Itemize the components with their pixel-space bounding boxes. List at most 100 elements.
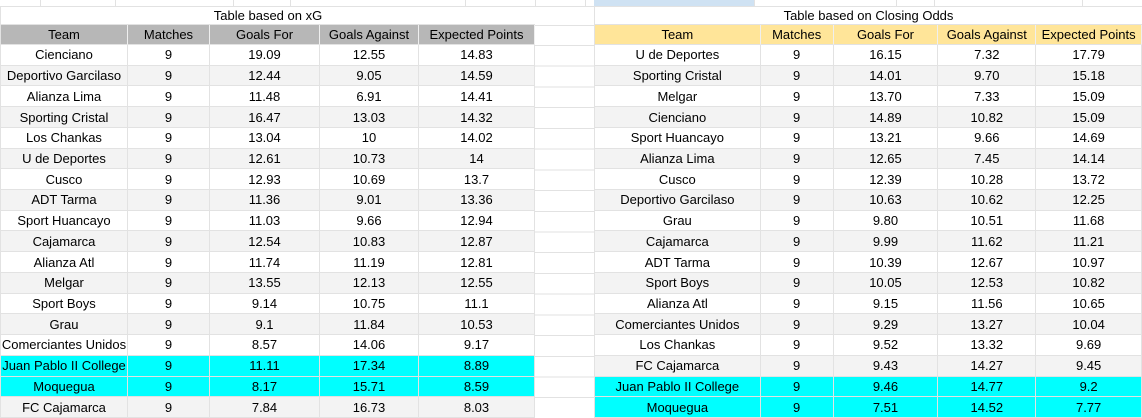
- cell-goals-for[interactable]: 14.89: [833, 107, 939, 128]
- cell-expected-points[interactable]: 14.59: [419, 65, 535, 87]
- cell-team[interactable]: Melgar: [595, 86, 761, 108]
- cell-matches[interactable]: 9: [128, 293, 210, 315]
- cell-team[interactable]: ADT Tarma: [1, 190, 128, 211]
- cell-goals-against[interactable]: 13.32: [938, 335, 1037, 356]
- cell-matches[interactable]: 9: [128, 355, 210, 377]
- cell-team[interactable]: Juan Pablo II College: [595, 376, 761, 398]
- cell-goals-against[interactable]: 11.19: [320, 252, 419, 273]
- cell-team[interactable]: Cusco: [1, 169, 128, 191]
- cell-matches[interactable]: 9: [128, 148, 210, 170]
- cell-goals-for[interactable]: 14.01: [833, 65, 939, 87]
- cell-team[interactable]: Alianza Atl: [1, 252, 128, 273]
- cell-goals-against[interactable]: 12.53: [938, 272, 1037, 294]
- cell-expected-points[interactable]: 11.21: [1036, 231, 1142, 253]
- cell-goals-against[interactable]: 9.01: [320, 190, 419, 211]
- cell-expected-points[interactable]: 15.18: [1036, 65, 1142, 87]
- cell-goals-against[interactable]: 7.33: [938, 86, 1037, 108]
- cell-matches[interactable]: 9: [760, 252, 834, 273]
- empty-spreadsheet-column[interactable]: [535, 25, 594, 418]
- column-header-goals-against[interactable]: Goals Against: [320, 25, 419, 45]
- cell-expected-points[interactable]: 8.03: [419, 397, 535, 418]
- cell-goals-against[interactable]: 16.73: [320, 397, 419, 418]
- cell-goals-against[interactable]: 9.66: [938, 127, 1037, 149]
- cell-team[interactable]: Deportivo Garcilaso: [595, 190, 761, 211]
- cell-goals-for[interactable]: 11.03: [210, 210, 320, 232]
- cell-goals-for[interactable]: 10.05: [833, 272, 939, 294]
- cell-expected-points[interactable]: 10.65: [1036, 293, 1142, 315]
- cell-goals-against[interactable]: 14.52: [938, 397, 1037, 418]
- cell-goals-against[interactable]: 9.05: [320, 65, 419, 87]
- cell-team[interactable]: Comerciantes Unidos: [595, 314, 761, 336]
- cell-expected-points[interactable]: 13.72: [1036, 169, 1142, 191]
- cell-team[interactable]: Moquegua: [595, 397, 761, 418]
- cell-goals-for[interactable]: 12.61: [210, 148, 320, 170]
- cell-matches[interactable]: 9: [760, 45, 834, 66]
- cell-matches[interactable]: 9: [128, 169, 210, 191]
- cell-goals-against[interactable]: 10.73: [320, 148, 419, 170]
- cell-expected-points[interactable]: 14.14: [1036, 148, 1142, 170]
- cell-goals-for[interactable]: 9.14: [210, 293, 320, 315]
- cell-expected-points[interactable]: 7.77: [1036, 397, 1142, 418]
- cell-expected-points[interactable]: 12.81: [419, 252, 535, 273]
- cell-team[interactable]: Cajamarca: [1, 231, 128, 253]
- cell-matches[interactable]: 9: [760, 86, 834, 108]
- cell-goals-against[interactable]: 10.82: [938, 107, 1037, 128]
- cell-expected-points[interactable]: 11.1: [419, 293, 535, 315]
- cell-matches[interactable]: 9: [128, 376, 210, 398]
- cell-expected-points[interactable]: 10.82: [1036, 272, 1142, 294]
- cell-expected-points[interactable]: 14.41: [419, 86, 535, 108]
- cell-goals-for[interactable]: 9.15: [833, 293, 939, 315]
- cell-matches[interactable]: 9: [760, 107, 834, 128]
- cell-team[interactable]: Cienciano: [595, 107, 761, 128]
- cell-goals-against[interactable]: 12.67: [938, 252, 1037, 273]
- cell-expected-points[interactable]: 10.04: [1036, 314, 1142, 336]
- cell-team[interactable]: U de Deportes: [595, 45, 761, 66]
- cell-goals-for[interactable]: 16.15: [833, 45, 939, 66]
- cell-goals-for[interactable]: 13.21: [833, 127, 939, 149]
- cell-goals-against[interactable]: 17.34: [320, 355, 419, 377]
- cell-goals-for[interactable]: 7.51: [833, 397, 939, 418]
- cell-expected-points[interactable]: 15.09: [1036, 86, 1142, 108]
- cell-matches[interactable]: 9: [128, 335, 210, 356]
- cell-matches[interactable]: 9: [760, 210, 834, 232]
- cell-matches[interactable]: 9: [128, 190, 210, 211]
- cell-expected-points[interactable]: 8.59: [419, 376, 535, 398]
- cell-team[interactable]: ADT Tarma: [595, 252, 761, 273]
- cell-team[interactable]: Melgar: [1, 272, 128, 294]
- cell-goals-for[interactable]: 9.43: [833, 355, 939, 377]
- cell-team[interactable]: Cusco: [595, 169, 761, 191]
- cell-team[interactable]: Alianza Atl: [595, 293, 761, 315]
- cell-goals-against[interactable]: 11.84: [320, 314, 419, 336]
- cell-team[interactable]: Sporting Cristal: [595, 65, 761, 87]
- cell-goals-for[interactable]: 11.48: [210, 86, 320, 108]
- empty-cells[interactable]: [535, 46, 594, 418]
- cell-matches[interactable]: 9: [760, 397, 834, 418]
- cell-goals-against[interactable]: 12.55: [320, 45, 419, 66]
- cell-team[interactable]: Sport Boys: [595, 272, 761, 294]
- cell-team[interactable]: Cienciano: [1, 45, 128, 66]
- cell-goals-against[interactable]: 12.13: [320, 272, 419, 294]
- cell-expected-points[interactable]: 12.55: [419, 272, 535, 294]
- cell-matches[interactable]: 9: [128, 210, 210, 232]
- cell-goals-for[interactable]: 7.84: [210, 397, 320, 418]
- cell-goals-against[interactable]: 14.06: [320, 335, 419, 356]
- cell-team[interactable]: Los Chankas: [1, 127, 128, 149]
- column-header-matches[interactable]: Matches: [760, 25, 834, 45]
- cell-goals-for[interactable]: 9.46: [833, 376, 939, 398]
- cell-team[interactable]: Alianza Lima: [595, 148, 761, 170]
- cell-expected-points[interactable]: 9.2: [1036, 376, 1142, 398]
- cell-team[interactable]: Los Chankas: [595, 335, 761, 356]
- cell-matches[interactable]: 9: [760, 190, 834, 211]
- column-header-expected-points[interactable]: Expected Points: [1036, 25, 1142, 45]
- cell-goals-for[interactable]: 9.99: [833, 231, 939, 253]
- cell-matches[interactable]: 9: [128, 272, 210, 294]
- cell-matches[interactable]: 9: [760, 65, 834, 87]
- cell-matches[interactable]: 9: [128, 65, 210, 87]
- cell-goals-for[interactable]: 9.80: [833, 210, 939, 232]
- cell-goals-for[interactable]: 11.36: [210, 190, 320, 211]
- cell-goals-for[interactable]: 13.04: [210, 127, 320, 149]
- cell-matches[interactable]: 9: [128, 45, 210, 66]
- cell-goals-against[interactable]: 7.45: [938, 148, 1037, 170]
- cell-team[interactable]: Moquegua: [1, 376, 128, 398]
- cell-matches[interactable]: 9: [128, 314, 210, 336]
